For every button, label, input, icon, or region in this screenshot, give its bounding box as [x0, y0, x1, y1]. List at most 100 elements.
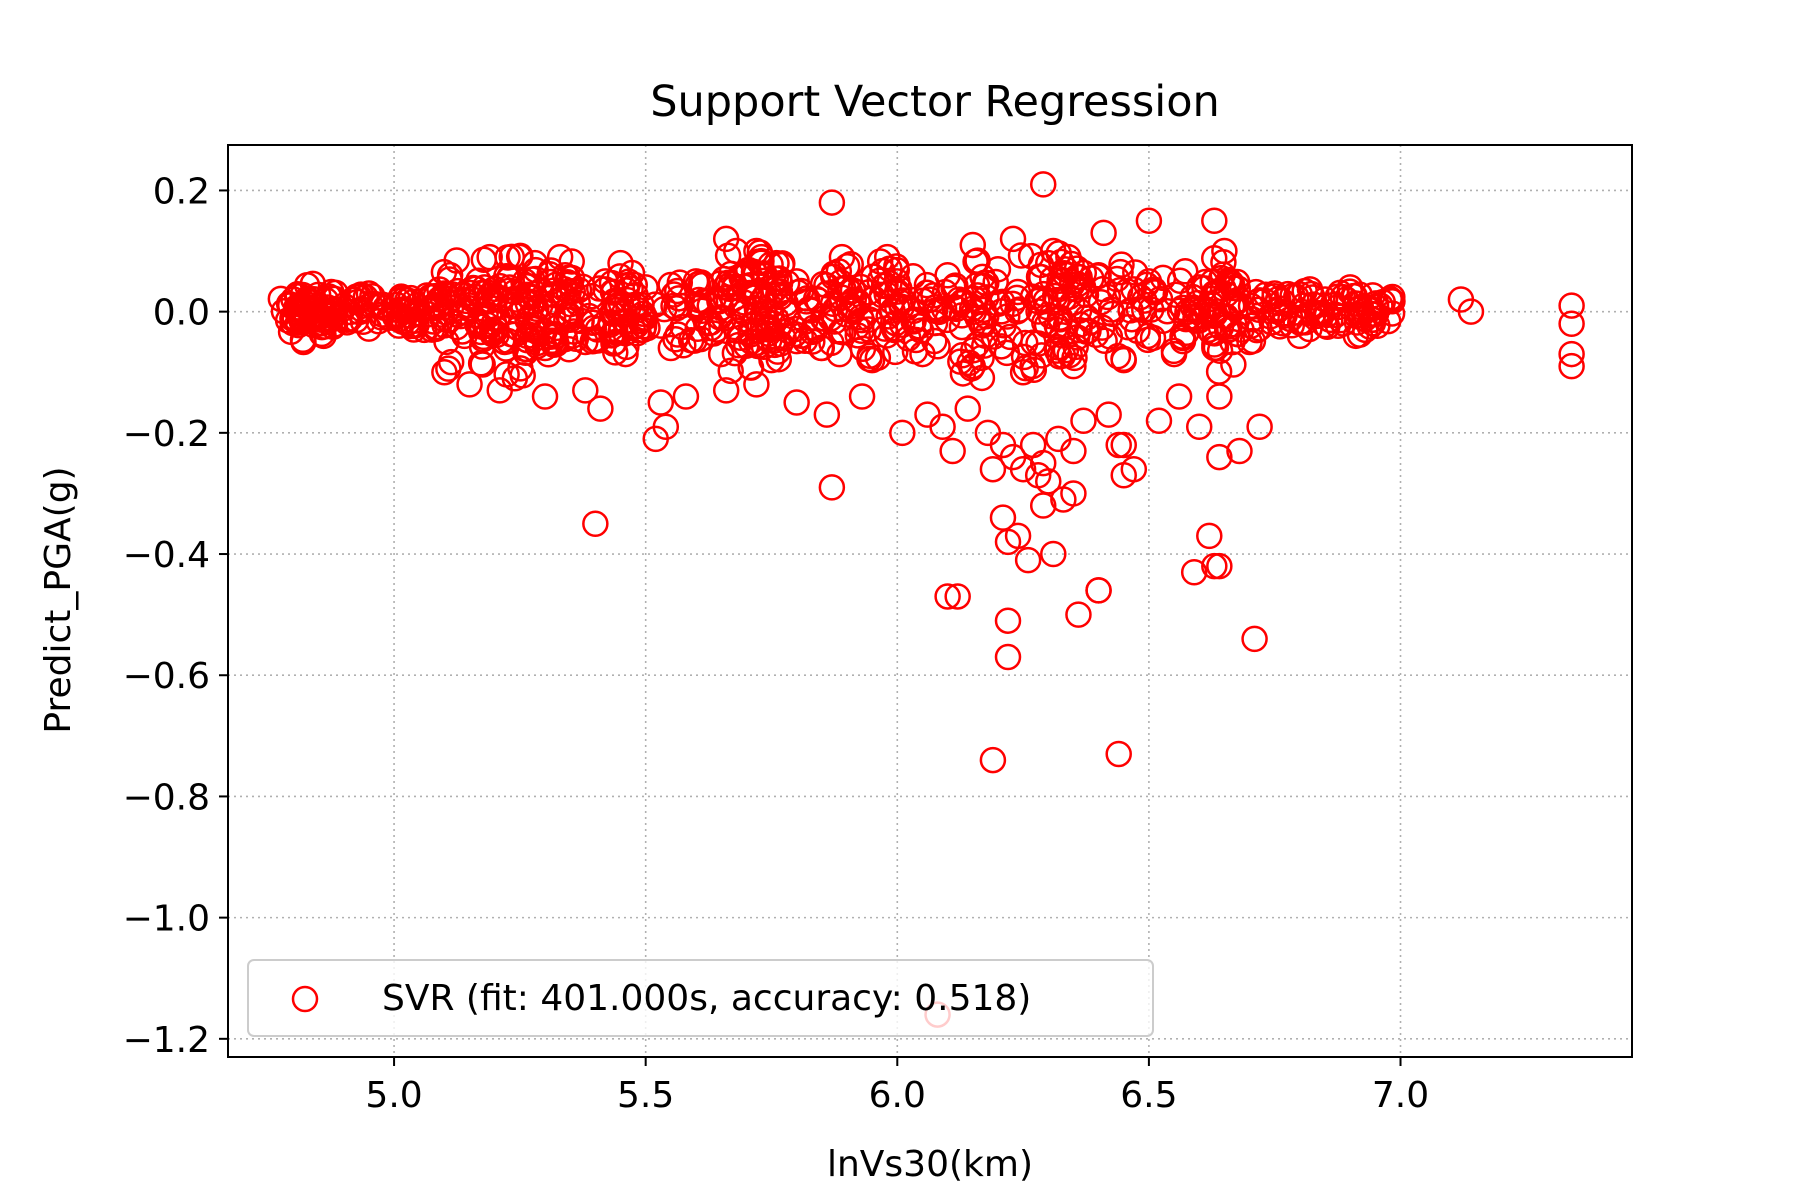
- legend-box: [247, 959, 1154, 1037]
- data-point: [484, 304, 511, 331]
- data-point: [551, 283, 578, 310]
- data-point: [1165, 383, 1193, 410]
- data-point: [1059, 268, 1086, 296]
- data-point: [964, 282, 991, 309]
- data-point: [1070, 407, 1097, 434]
- data-point: [971, 269, 999, 296]
- data-point: [1024, 462, 1052, 489]
- data-point: [1065, 601, 1092, 628]
- data-point: [1043, 337, 1071, 364]
- data-point: [1030, 280, 1057, 308]
- data-point: [1105, 431, 1132, 459]
- data-point: [1006, 296, 1033, 323]
- data-point: [954, 395, 981, 422]
- data-point: [435, 307, 463, 334]
- plot-area-frame: [227, 144, 1633, 1058]
- data-point: [1127, 283, 1154, 311]
- data-point: [1060, 437, 1087, 465]
- data-point: [770, 325, 798, 352]
- data-point: [979, 746, 1007, 774]
- data-point: [819, 263, 847, 291]
- data-point: [1108, 251, 1135, 278]
- y-tick-label: −0.4: [123, 535, 210, 576]
- data-point: [647, 312, 675, 339]
- data-point: [1046, 306, 1074, 333]
- data-point: [1457, 298, 1485, 325]
- data-point: [964, 304, 991, 332]
- data-point: [437, 294, 465, 321]
- data-point: [385, 306, 413, 333]
- data-point: [825, 258, 853, 285]
- data-point: [470, 323, 497, 351]
- data-point: [942, 272, 969, 299]
- data-point: [1029, 449, 1057, 477]
- data-point: [968, 344, 995, 372]
- data-point: [1206, 443, 1233, 471]
- data-point: [939, 437, 966, 465]
- data-point: [1201, 207, 1228, 234]
- data-point: [924, 333, 951, 360]
- y-tick-label: −0.8: [123, 777, 210, 818]
- data-point: [783, 389, 810, 416]
- x-tick-label: 6.5: [1120, 1075, 1177, 1116]
- legend: SVR (fit: 401.000s, accuracy: 0.518): [247, 959, 1154, 1037]
- x-tick-label: 5.0: [365, 1075, 422, 1116]
- data-point: [1073, 304, 1101, 331]
- data-point: [1356, 313, 1383, 340]
- data-point: [558, 248, 585, 275]
- data-point: [538, 327, 566, 354]
- data-point: [971, 332, 998, 359]
- data-point: [959, 231, 987, 259]
- data-point: [813, 401, 841, 428]
- data-point: [866, 248, 894, 275]
- data-point: [1124, 317, 1151, 345]
- data-point: [1219, 274, 1247, 302]
- data-point: [430, 258, 458, 286]
- data-point: [748, 247, 775, 275]
- data-point: [666, 269, 694, 296]
- data-point: [827, 268, 854, 296]
- data-point: [1105, 740, 1132, 768]
- data-point: [1031, 309, 1058, 336]
- data-point: [1029, 171, 1057, 198]
- data-point: [883, 256, 911, 284]
- data-point: [1061, 344, 1088, 372]
- data-point: [496, 277, 524, 304]
- data-point: [948, 302, 976, 329]
- data-point: [1226, 437, 1253, 465]
- data-point: [433, 328, 460, 356]
- data-point: [1198, 285, 1226, 312]
- data-point: [1110, 462, 1137, 489]
- data-point: [994, 607, 1022, 634]
- data-point: [1063, 255, 1091, 282]
- data-point: [754, 275, 782, 303]
- x-tick-label: 5.5: [617, 1075, 674, 1116]
- data-point: [510, 296, 537, 323]
- data-point: [766, 313, 793, 340]
- data-point: [321, 296, 349, 323]
- data-point: [768, 251, 795, 279]
- data-point: [1010, 343, 1038, 371]
- data-point: [949, 360, 977, 387]
- data-point: [1145, 407, 1173, 434]
- data-point: [1558, 340, 1585, 368]
- data-point: [994, 643, 1022, 671]
- data-point: [1090, 219, 1117, 247]
- data-point: [493, 263, 520, 290]
- data-point: [868, 281, 896, 309]
- data-point: [1180, 558, 1208, 586]
- data-point: [606, 263, 634, 290]
- data-point: [766, 270, 794, 297]
- data-point: [1219, 328, 1246, 356]
- data-point: [1201, 320, 1228, 347]
- data-point: [611, 299, 638, 326]
- data-point: [743, 371, 770, 398]
- data-point: [818, 329, 845, 357]
- data-point: [492, 335, 520, 362]
- data-point: [848, 383, 876, 410]
- data-point: [1107, 258, 1134, 286]
- data-point: [493, 361, 520, 388]
- data-point: [1378, 300, 1406, 327]
- data-point: [1060, 352, 1087, 380]
